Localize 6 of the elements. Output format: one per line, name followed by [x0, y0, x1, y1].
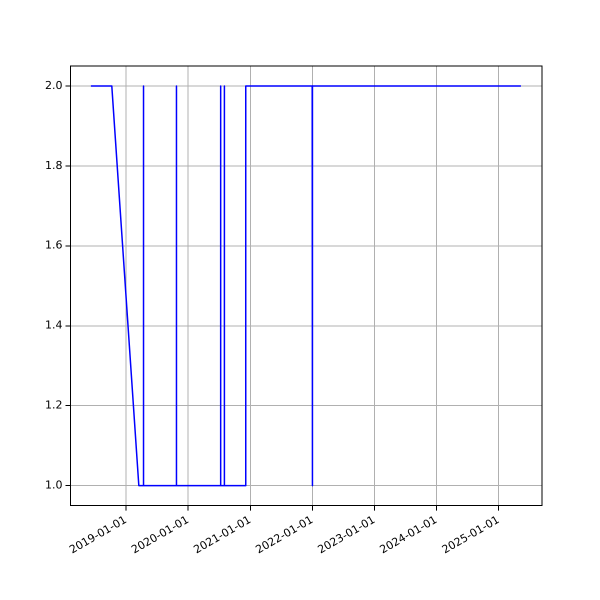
- y-tick-label: 1.4: [44, 318, 62, 332]
- y-tick-label: 1.2: [44, 398, 62, 412]
- y-tick-label: 2.0: [44, 78, 62, 92]
- y-tick-label: 1.0: [44, 478, 62, 492]
- y-tick-label: 1.6: [44, 238, 62, 252]
- y-tick-label: 1.8: [44, 158, 62, 172]
